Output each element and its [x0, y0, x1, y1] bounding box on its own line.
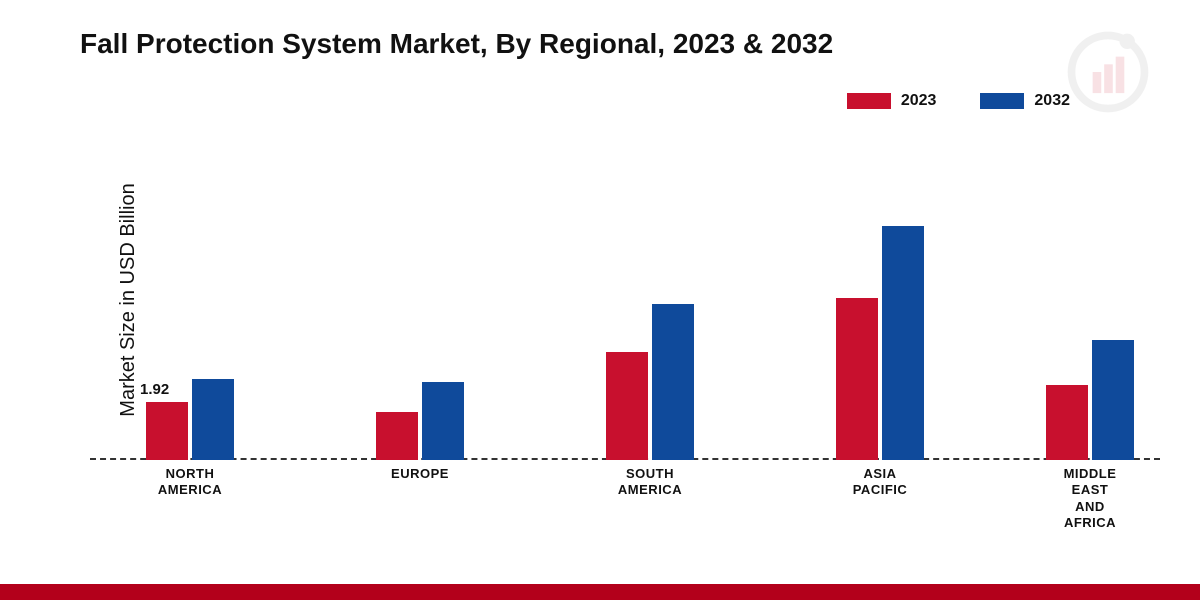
bar-2032-sa — [652, 304, 694, 460]
bar-2032-na — [192, 379, 234, 460]
x-label-sa: SOUTH AMERICA — [618, 466, 682, 499]
bar-2032-mea — [1092, 340, 1134, 460]
bar-group-ap — [836, 226, 924, 460]
bar-2032-ap — [882, 226, 924, 460]
value-label-na: 1.92 — [140, 381, 169, 398]
x-label-eu: EUROPE — [391, 466, 449, 482]
bar-2023-sa — [606, 352, 648, 460]
legend-label-2023: 2023 — [901, 92, 937, 110]
chart-title: Fall Protection System Market, By Region… — [80, 28, 833, 60]
footer-accent-bar — [0, 584, 1200, 600]
bar-group-mea — [1046, 340, 1134, 460]
bar-2023-eu — [376, 412, 418, 460]
bar-2023-ap — [836, 298, 878, 460]
bar-group-eu — [376, 382, 464, 460]
bar-group-sa — [606, 304, 694, 460]
bar-2023-na — [146, 402, 188, 460]
x-label-ap: ASIA PACIFIC — [853, 466, 908, 499]
x-label-mea: MIDDLE EAST AND AFRICA — [1064, 466, 1117, 531]
legend-swatch-2032 — [980, 93, 1024, 109]
bar-2032-eu — [422, 382, 464, 460]
watermark-logo — [1060, 24, 1156, 120]
legend: 2023 2032 — [847, 92, 1070, 110]
legend-item-2032: 2032 — [980, 92, 1070, 110]
legend-item-2023: 2023 — [847, 92, 937, 110]
bar-2023-mea — [1046, 385, 1088, 460]
x-label-na: NORTH AMERICA — [158, 466, 222, 499]
plot-area: 1.92 — [90, 160, 1160, 460]
legend-label-2032: 2032 — [1034, 92, 1070, 110]
chart-container: { "title": "Fall Protection System Marke… — [0, 0, 1200, 600]
legend-swatch-2023 — [847, 93, 891, 109]
